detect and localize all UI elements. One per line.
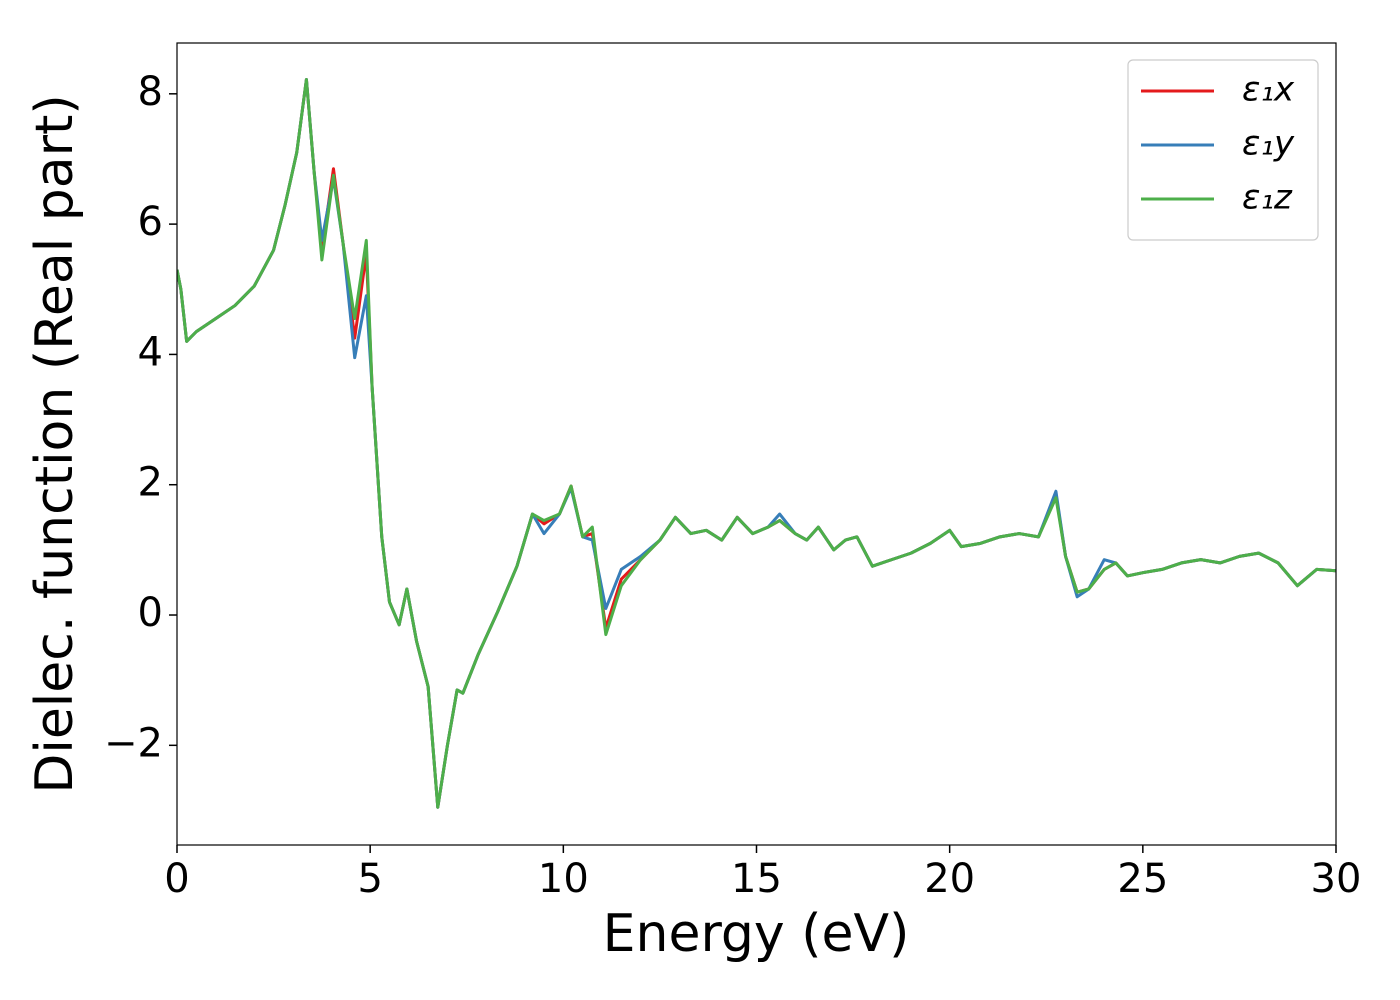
y-tick-label: −2 <box>104 720 163 766</box>
legend-label: ε₁z <box>1242 178 1293 218</box>
x-tick-label: 10 <box>538 856 589 902</box>
series-line <box>177 77 1336 809</box>
legend-box <box>1127 59 1319 241</box>
y-tick-label: 2 <box>138 460 163 506</box>
x-tick-label: 25 <box>1117 856 1168 902</box>
x-tick-label: 20 <box>924 856 975 902</box>
y-tick-label: 4 <box>138 329 163 375</box>
x-tick-label: 0 <box>164 856 189 902</box>
y-tick-label: 8 <box>138 69 163 115</box>
x-tick-label: 30 <box>1311 856 1362 902</box>
x-tick-label: 15 <box>731 856 782 902</box>
x-axis-label: Energy (eV) <box>603 904 910 964</box>
y-axis-label: Dielec. function (Real part) <box>25 94 85 793</box>
y-tick-label: 0 <box>138 590 163 636</box>
legend-label: ε₁y <box>1242 124 1295 164</box>
plot-frame <box>176 42 1337 846</box>
y-tick-label: 6 <box>138 199 163 245</box>
legend-label: ε₁x <box>1242 70 1295 110</box>
x-tick-label: 5 <box>357 856 382 902</box>
